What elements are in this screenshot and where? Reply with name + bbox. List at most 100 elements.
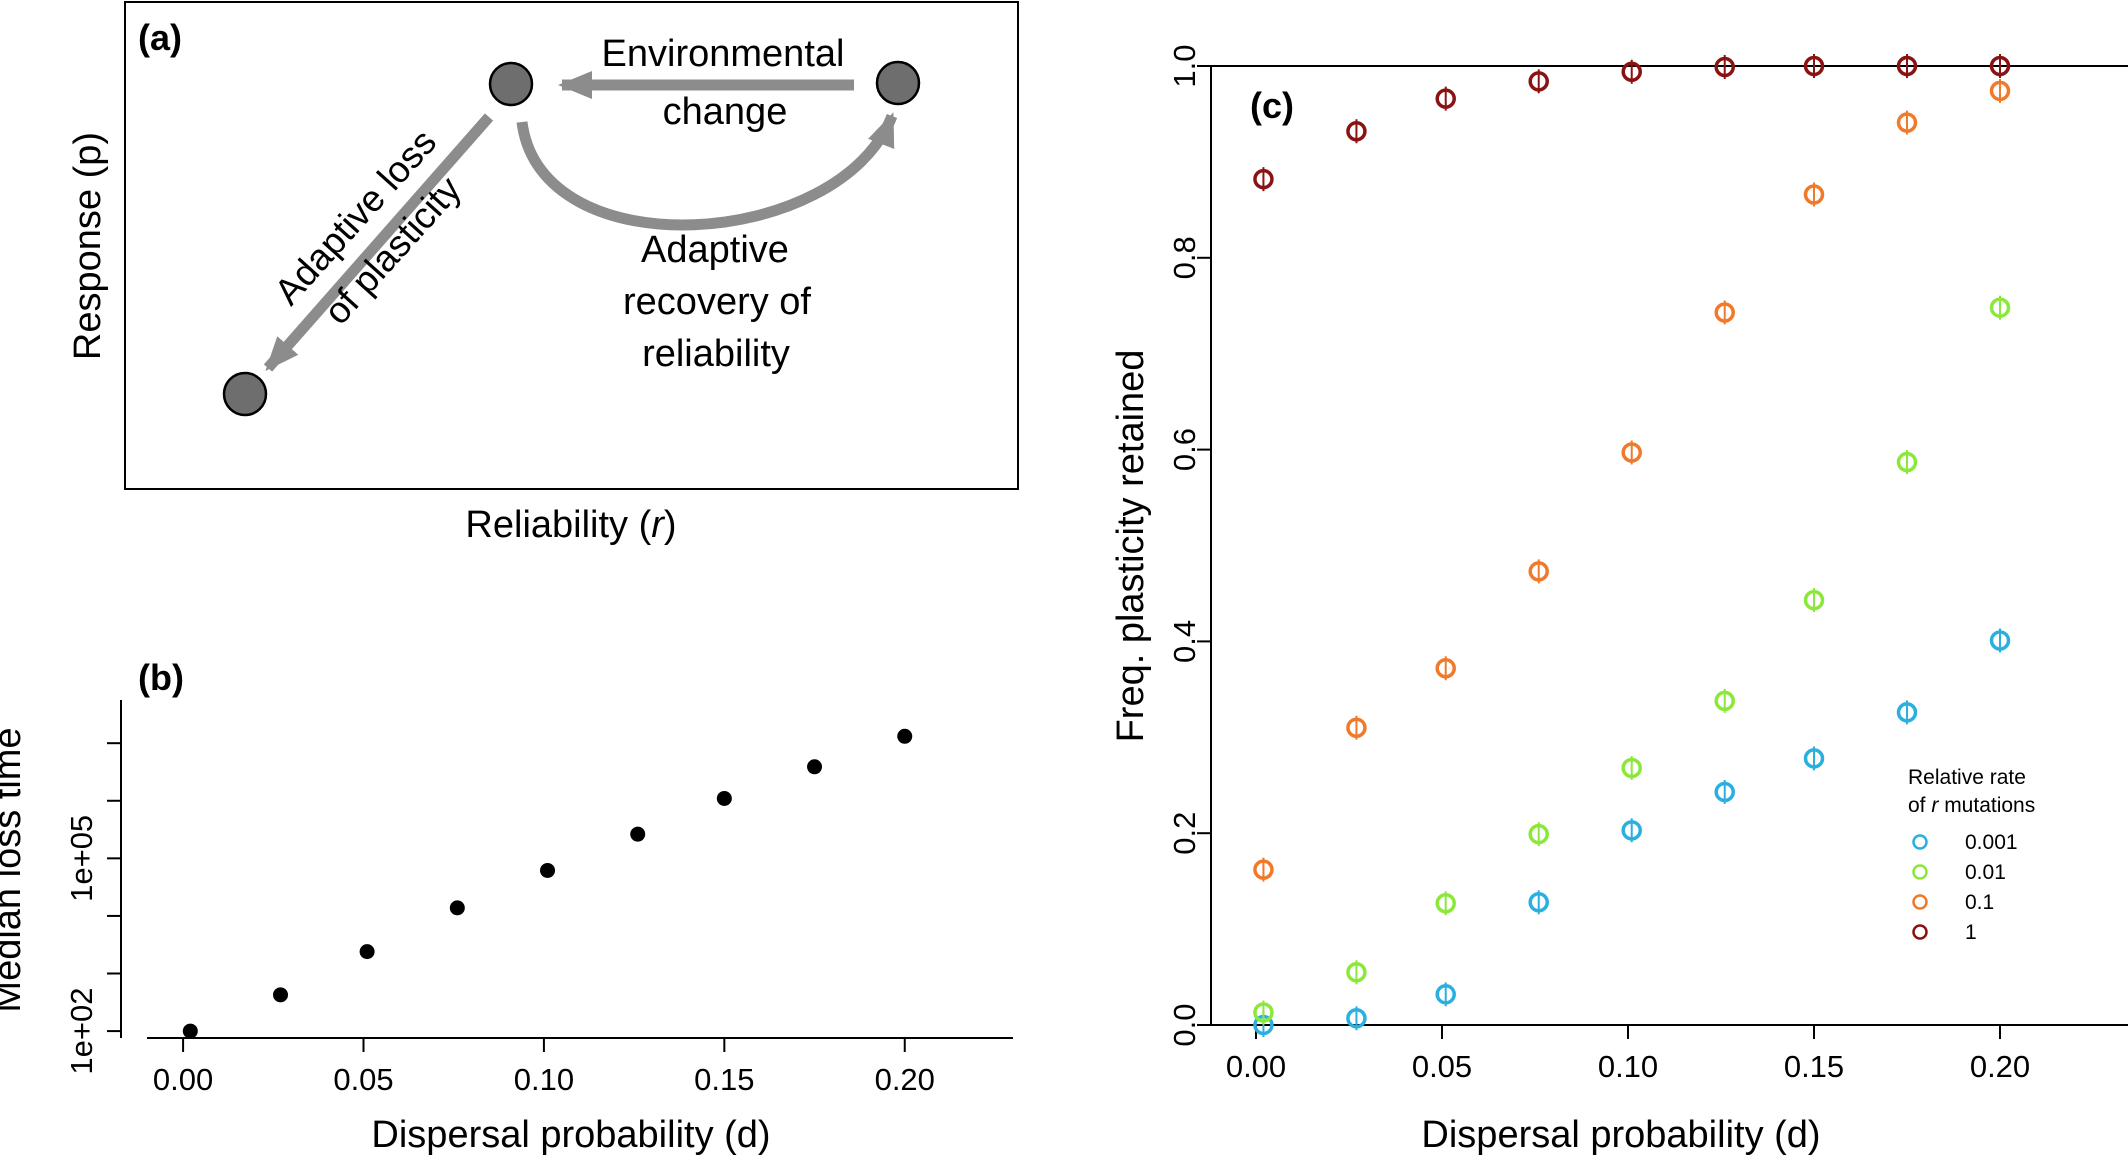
panel-c-point xyxy=(1896,112,1918,133)
panel-c-point xyxy=(1714,56,1735,78)
panel-c-xlabel: Dispersal probability (d) xyxy=(1421,1114,1820,1156)
panel-c-point xyxy=(1803,748,1825,769)
panel-c-y-tick-label: 0.0 xyxy=(1167,1003,1202,1046)
environmental-change-label-line2: change xyxy=(663,91,788,133)
panel-c-point xyxy=(1528,561,1549,582)
panel-c-point xyxy=(1253,1002,1274,1023)
legend-marker xyxy=(1912,834,1928,850)
legend-items: 0.001 0.01 0.1 1 xyxy=(1912,831,2018,944)
legend-title-line2: of r mutations xyxy=(1908,794,2035,817)
node-lower-left xyxy=(222,371,268,417)
panel-c-label: (c) xyxy=(1250,85,1294,126)
legend-label: 0.01 xyxy=(1965,861,2006,884)
panel-b-y-ticks: 1e+02 1e+05 xyxy=(64,742,121,1075)
panel-c-point xyxy=(1435,892,1456,914)
panel-b-point xyxy=(897,728,913,744)
panel-b-point xyxy=(716,790,732,806)
panel-b-x-tick-label: 0.15 xyxy=(694,1062,754,1097)
panel-c-point xyxy=(1528,71,1549,92)
panel-c-x-tick-label: 0.10 xyxy=(1598,1049,1658,1084)
adaptive-recovery-label-line1: Adaptive xyxy=(641,229,789,271)
series-0-001 xyxy=(1253,628,2011,1037)
adaptive-recovery-arrow xyxy=(516,112,898,231)
panel-c-x-tick-label: 0.05 xyxy=(1412,1049,1472,1084)
panel-b-x-tick-label: 0.20 xyxy=(875,1062,935,1097)
panel-b-point xyxy=(182,1023,198,1039)
panel-c-point xyxy=(1528,891,1549,913)
node-upper-middle xyxy=(488,61,534,107)
panel-c-x-tick-label: 0.15 xyxy=(1784,1049,1844,1084)
panel-c-point xyxy=(1714,302,1735,323)
panel-c-x-tick-label: 0.20 xyxy=(1970,1049,2030,1084)
panel-c-point xyxy=(1346,962,1367,983)
panel-c: (c) 0.00.20.40.60.81.0 0.00 0.05 0.10 0.15 0… xyxy=(1110,44,2128,1156)
panel-b-point xyxy=(540,862,556,878)
panel-c-legend: Relative rate of r mutations 0.0010.010.… xyxy=(1908,766,2035,944)
panel-b-y-tick-label: 1e+05 xyxy=(64,815,99,902)
panel-c-point xyxy=(1803,184,1825,205)
panel-c-point xyxy=(1989,80,2011,102)
panel-c-point xyxy=(1621,442,1642,463)
panel-c-point xyxy=(1896,451,1918,473)
panel-b-point xyxy=(807,759,823,775)
panel-c-y-tick-label: 1.0 xyxy=(1167,44,1202,87)
panel-b-point xyxy=(449,900,465,916)
panel-b-xlabel: Dispersal probability (d) xyxy=(371,1114,770,1156)
adaptive-loss-arrow xyxy=(263,113,494,372)
panel-c-point xyxy=(1435,658,1456,679)
panel-b-x-tick-label: 0.00 xyxy=(153,1062,213,1097)
panel-a-xlabel: Reliability (r) xyxy=(465,504,676,546)
panel-c-y-tick-label: 0.6 xyxy=(1167,428,1202,471)
panel-c-point xyxy=(1346,1008,1367,1029)
series-0-1 xyxy=(1253,78,2011,882)
panel-b-points xyxy=(182,728,913,1039)
panel-c-point xyxy=(1435,88,1456,109)
panel-c-point xyxy=(1803,589,1825,611)
panel-c-point xyxy=(1346,120,1367,142)
panel-c-x-tick-label: 0.00 xyxy=(1226,1049,1286,1084)
panel-b-point xyxy=(630,826,646,842)
legend-marker xyxy=(1912,864,1928,880)
panel-c-point xyxy=(1621,820,1642,841)
panel-b-ylabel: Median loss time xyxy=(0,727,29,1012)
series-0-01 xyxy=(1253,295,2011,1025)
panel-a-ylabel: Response (p) xyxy=(67,132,109,360)
legend-title-line1: Relative rate xyxy=(1908,766,2026,789)
panel-b-x-tick-label: 0.05 xyxy=(333,1062,393,1097)
legend-marker xyxy=(1912,924,1928,940)
legend-label: 0.1 xyxy=(1965,891,1994,914)
panel-c-y-tick-label: 0.8 xyxy=(1167,236,1202,279)
panel-c-point xyxy=(1989,55,2011,77)
panel-a-frame xyxy=(124,1,1019,490)
panel-c-point xyxy=(1346,717,1367,738)
panel-c-point xyxy=(1714,690,1735,712)
panel-c-point xyxy=(1714,781,1735,803)
panel-b-point xyxy=(273,987,289,1003)
adaptive-recovery-label-line2: recovery of xyxy=(623,281,811,323)
panel-c-point xyxy=(1528,823,1549,845)
panel-b-label: (b) xyxy=(138,657,184,698)
panel-c-y-ticks: 0.0 0.2 0.4 0.6 0.8 1.0 xyxy=(1167,44,1211,1047)
panel-c-ylabel: Freq. plasticity retained xyxy=(1110,350,1152,743)
panel-c-point xyxy=(1435,984,1456,1005)
environmental-change-label-line1: Environmental xyxy=(602,33,845,75)
panel-c-y-tick-label: 0.4 xyxy=(1167,620,1202,663)
node-upper-right xyxy=(875,60,921,106)
panel-b-x-ticks: 0.00 0.05 0.10 0.15 0.20 xyxy=(153,1038,935,1097)
legend-marker xyxy=(1912,894,1928,910)
panel-c-point xyxy=(1989,297,2011,318)
panel-a-label: (a) xyxy=(138,17,182,58)
panel-c-point xyxy=(1989,630,2011,651)
panel-b-point xyxy=(359,944,375,960)
legend-label: 1 xyxy=(1965,921,1977,944)
panel-c-point xyxy=(1253,859,1274,880)
panel-b-x-tick-label: 0.10 xyxy=(514,1062,574,1097)
panel-c-point xyxy=(1896,702,1918,723)
panel-c-point xyxy=(1621,757,1642,779)
adaptive-recovery-label-line3: reliability xyxy=(642,333,790,375)
panel-c-x-ticks: 0.00 0.05 0.10 0.15 0.20 xyxy=(1226,1025,2030,1084)
panel-c-point xyxy=(1803,55,1825,77)
panel-c-point xyxy=(1253,168,1274,190)
panel-c-point xyxy=(1896,55,1918,77)
panel-b: (b) 1e+02 1e+05 0.00 0.05 0.10 0.15 0.20 Medi… xyxy=(0,657,1013,1156)
